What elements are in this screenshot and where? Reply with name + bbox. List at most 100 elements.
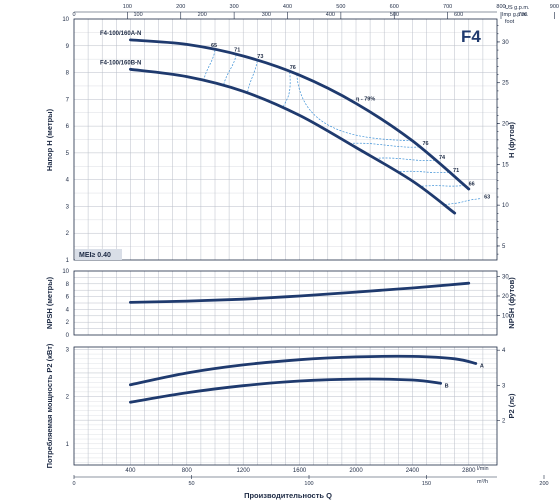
bottom-m3h-tick-label: 100 (304, 481, 313, 487)
head-curve-1 (129, 38, 471, 191)
power-label-b: B (445, 383, 449, 389)
bottom-m3h-tick-label: 200 (539, 481, 548, 487)
efficiency-label: 66 (469, 181, 475, 187)
head-ytick-label: 4 (66, 178, 70, 184)
bottom-m3h-tick-label: 0 (72, 481, 75, 487)
efficiency-label: 71 (234, 48, 240, 54)
efficiency-label: 74 (439, 155, 446, 161)
top-impgpm-tick-label: 700 (518, 12, 527, 18)
power-ylabel: Потребляемая мощность P2 (кВт) (45, 343, 54, 468)
series-label-b-head: F4-100/160B-N (100, 60, 141, 66)
top-impgpm-tick-label: 500 (390, 12, 399, 18)
top-impgpm-tick-label: 600 (454, 12, 463, 18)
efficiency-label: 71 (453, 168, 459, 174)
npsh-curve-1 (129, 281, 471, 304)
efficiency-label: 76 (290, 65, 296, 71)
bottom-lmin-tick-label: 1200 (237, 468, 251, 474)
bottom-lmin-tick-label: 1600 (293, 468, 307, 474)
head-ytick-label: 2 (66, 231, 70, 237)
head-ytick-label: 9 (66, 44, 70, 50)
bottom-lmin-tick-label: 800 (182, 468, 193, 474)
model-title: F4 (461, 27, 481, 46)
npsh-panel-frame (73, 270, 498, 336)
power-curve-1 (129, 354, 478, 387)
head-panel-frame (73, 18, 498, 261)
mei-label: MEI≥ 0.40 (79, 252, 111, 259)
top-usgpm-tick-label: 200 (176, 4, 185, 10)
head-right-tick-label: 5 (502, 244, 506, 250)
efficiency-peak-label: η - 79% (356, 97, 375, 103)
efficiency-iso-line (374, 157, 435, 161)
mei-badge (75, 249, 122, 260)
efficiency-label: 76 (422, 141, 428, 147)
npsh-ylabel: NPSH (метры) (45, 276, 54, 329)
top-impgpm-tick-label: 300 (262, 12, 271, 18)
bottom-lmin-tick-label: 2800 (462, 468, 476, 474)
npsh-right-tick-label: 20 (502, 294, 509, 300)
x-axis-label: Производительность Q (244, 491, 332, 500)
npsh-right-tick-label: 30 (502, 274, 509, 280)
top-impgpm-tick-label: 400 (326, 12, 335, 18)
head-ytick-label: 6 (66, 124, 70, 130)
top-usgpm-tick-label: 400 (283, 4, 292, 10)
top-usgpm-unit: US g.p.m. (505, 5, 530, 11)
head-ytick-label: 7 (66, 97, 70, 103)
npsh-ytick-label: 0 (66, 333, 70, 339)
power-right-tick-label: 3 (502, 383, 506, 389)
efficiency-label: 73 (257, 54, 263, 60)
top-usgpm-tick-label: 700 (443, 4, 452, 10)
npsh-right-tick-label: 10 (502, 313, 509, 319)
head-curve-2 (129, 67, 457, 215)
power-ytick-label: 2 (66, 395, 70, 401)
tick-labels: 1234567891002468101235101520253010203023… (62, 4, 559, 487)
power-ylabel-right: P2 (лс) (507, 393, 516, 419)
npsh-ytick-label: 4 (66, 307, 70, 313)
npsh-ytick-label: 6 (66, 295, 70, 301)
efficiency-iso-line (443, 198, 481, 205)
power-curve-2 (129, 377, 442, 404)
head-right-tick-label: 25 (502, 81, 509, 87)
head-right-tick-label: 10 (502, 203, 509, 209)
efficiency-label: 63 (484, 195, 490, 201)
efficiency-peak-loop (296, 74, 413, 142)
right-foot-unit: foot (505, 19, 515, 25)
bottom-lmin-tick-label: 2000 (349, 468, 363, 474)
power-panel-frame (73, 346, 498, 466)
top-usgpm-tick-label: 300 (230, 4, 239, 10)
m3h-unit: m³/h (477, 479, 488, 485)
npsh-ytick-label: 8 (66, 282, 70, 288)
power-right-tick-label: 4 (502, 348, 506, 354)
head-right-tick-label: 15 (502, 162, 509, 168)
grid-layer (74, 19, 497, 465)
efficiency-iso-line (396, 170, 450, 174)
head-right-tick-label: 30 (502, 40, 509, 46)
bottom-m3h-tick-label: 50 (188, 481, 194, 487)
top-impgpm-unit: Imp g.p.m. (502, 12, 528, 18)
series-label-a-head: F4-100/160A-N (100, 31, 141, 37)
top-usgpm-tick-label: 900 (550, 4, 559, 10)
head-ytick-label: 10 (62, 17, 69, 23)
head-ytick-label: 8 (66, 71, 70, 77)
head-ytick-label: 1 (66, 258, 70, 264)
top-impgpm-tick-label: 0 (72, 12, 75, 18)
efficiency-iso-line (247, 60, 258, 94)
head-ytick-label: 5 (66, 151, 70, 157)
npsh-ylabel-right: NPSH (футов) (507, 277, 516, 329)
head-ytick-label: 3 (66, 204, 70, 210)
bottom-m3h-tick-label: 150 (422, 481, 431, 487)
efficiency-label: 65 (211, 43, 217, 49)
efficiency-iso-line (223, 54, 237, 87)
head-ylabel: Напор H (метры) (45, 108, 54, 171)
power-ytick-label: 1 (66, 442, 70, 448)
power-right-tick-label: 2 (502, 419, 506, 425)
efficiency-lines (203, 50, 481, 205)
performance-curves (129, 38, 478, 404)
power-ytick-label: 3 (66, 347, 70, 353)
top-impgpm-tick-label: 200 (198, 12, 207, 18)
efficiency-iso-line (203, 50, 216, 82)
panel-frames (73, 18, 498, 466)
top-impgpm-tick-label: 100 (134, 12, 143, 18)
npsh-ytick-label: 10 (62, 269, 69, 275)
power-label-a: A (480, 364, 484, 370)
